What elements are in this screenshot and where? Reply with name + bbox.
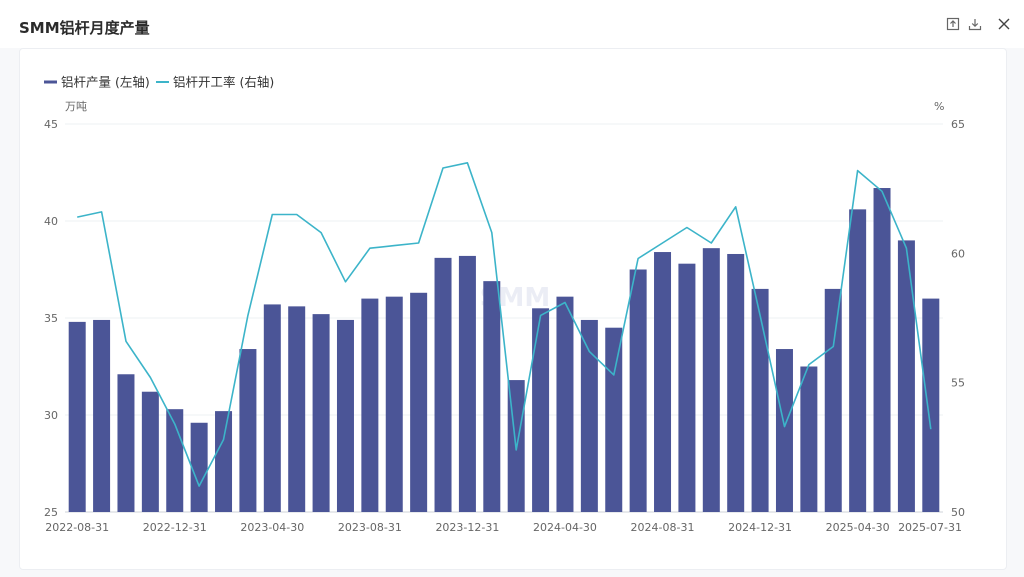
right-tick-label: 55 xyxy=(951,377,965,390)
download-icon[interactable] xyxy=(966,15,984,33)
bar[interactable] xyxy=(897,240,915,512)
x-axis: 2022-08-31 2022-12-31 2023-04-30 2023-08-31… xyxy=(45,521,962,534)
bar[interactable] xyxy=(849,209,867,513)
right-axis: 50 55 60 65 xyxy=(951,118,965,519)
window-header: SMM铝杆月度产量 xyxy=(0,0,1024,48)
legend-bar-label: 铝杆产量 (左轴) xyxy=(61,75,150,90)
bar[interactable] xyxy=(93,319,111,512)
x-tick-label: 2024-04-30 xyxy=(533,521,597,534)
bar[interactable] xyxy=(385,296,403,512)
x-tick-label: 2022-08-31 xyxy=(45,521,109,534)
bar[interactable] xyxy=(288,306,306,512)
bar-series xyxy=(68,188,940,513)
export-icon-graphic xyxy=(946,17,960,31)
bar[interactable] xyxy=(215,411,233,512)
x-tick-label: 2025-07-31 xyxy=(898,521,962,534)
x-tick-label: 2023-12-31 xyxy=(435,521,499,534)
bar[interactable] xyxy=(775,349,793,512)
right-tick-label: 65 xyxy=(951,118,965,131)
bar[interactable] xyxy=(873,188,891,512)
bar[interactable] xyxy=(678,263,696,512)
close-icon-graphic xyxy=(998,18,1010,30)
bar[interactable] xyxy=(629,269,647,513)
bar[interactable] xyxy=(434,257,452,512)
bar[interactable] xyxy=(361,298,379,512)
x-tick-label: 2024-08-31 xyxy=(631,521,695,534)
bar[interactable] xyxy=(68,321,86,512)
line-path[interactable] xyxy=(77,162,932,487)
left-tick-label: 45 xyxy=(44,118,58,131)
bar[interactable] xyxy=(410,292,428,512)
bar[interactable] xyxy=(190,422,208,512)
right-tick-label: 60 xyxy=(951,247,965,260)
bar[interactable] xyxy=(751,288,769,512)
download-icon-graphic xyxy=(968,19,982,31)
bar[interactable] xyxy=(580,319,598,512)
left-axis-unit: 万吨 xyxy=(65,100,87,113)
bar[interactable] xyxy=(141,391,159,512)
gridlines xyxy=(65,123,943,513)
bar[interactable] xyxy=(312,314,330,512)
bar[interactable] xyxy=(605,327,623,512)
legend-item-line[interactable]: 铝杆开工率 (右轴) xyxy=(156,75,274,90)
legend-item-bar[interactable]: 铝杆产量 (左轴) xyxy=(44,75,150,90)
bar[interactable] xyxy=(336,319,354,512)
bar[interactable] xyxy=(117,374,135,512)
bar[interactable] xyxy=(556,296,574,512)
x-tick-label: 2023-08-31 xyxy=(338,521,402,534)
close-icon[interactable] xyxy=(995,15,1013,33)
legend: 铝杆产量 (左轴) 铝杆开工率 (右轴) xyxy=(44,75,274,90)
x-tick-label: 2023-04-30 xyxy=(240,521,304,534)
bar[interactable] xyxy=(483,281,501,512)
bar[interactable] xyxy=(800,366,818,513)
x-tick-label: 2025-04-30 xyxy=(826,521,890,534)
x-tick-label: 2022-12-31 xyxy=(143,521,207,534)
bar[interactable] xyxy=(458,255,476,513)
bar[interactable] xyxy=(824,288,842,512)
right-tick-label: 50 xyxy=(951,506,965,519)
x-tick-label: 2024-12-31 xyxy=(728,521,792,534)
bar[interactable] xyxy=(702,248,720,512)
left-tick-label: 40 xyxy=(44,215,58,228)
legend-line-label: 铝杆开工率 (右轴) xyxy=(173,75,274,90)
left-tick-label: 25 xyxy=(44,506,58,519)
bar[interactable] xyxy=(239,349,257,512)
left-axis: 25 30 35 40 45 xyxy=(44,118,58,519)
bar[interactable] xyxy=(263,304,281,512)
chart-title: SMM铝杆月度产量 xyxy=(19,19,150,37)
bar[interactable] xyxy=(727,253,745,513)
bar[interactable] xyxy=(922,298,940,512)
left-tick-label: 35 xyxy=(44,312,58,325)
left-tick-label: 30 xyxy=(44,409,58,422)
bar[interactable] xyxy=(532,308,550,512)
right-axis-unit: % xyxy=(934,100,944,113)
bar[interactable] xyxy=(654,252,672,513)
export-icon[interactable] xyxy=(944,15,962,33)
line-series xyxy=(77,162,932,487)
